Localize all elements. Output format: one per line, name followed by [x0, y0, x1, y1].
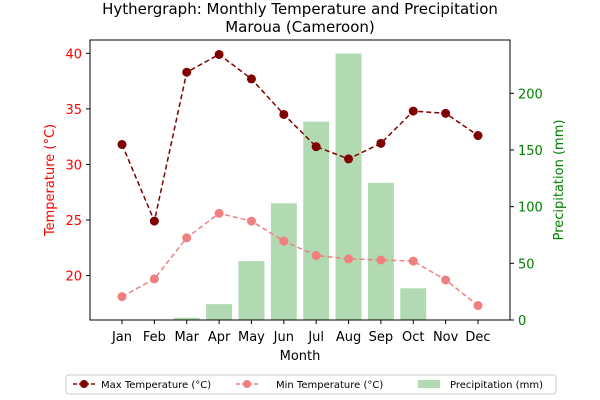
min-temp-point-feb	[149, 274, 159, 284]
chart-title-line1: Hythergraph: Monthly Temperature and Pre…	[102, 0, 498, 18]
precip-bar-apr	[206, 304, 233, 320]
legend-box	[65, 374, 557, 395]
min-temp-point-dec	[473, 301, 483, 311]
x-tick-label: Sep	[369, 330, 394, 345]
min-temp-point-oct	[408, 256, 418, 266]
left-axis-label: Temperature (°C)	[43, 124, 58, 237]
max-temp-point-apr	[214, 49, 224, 59]
precip-bar-jul	[303, 121, 330, 320]
legend-min-marker	[243, 380, 251, 388]
min-temp-point-may	[246, 216, 256, 226]
x-tick-label: Oct	[402, 330, 424, 345]
x-axis-label: Month	[280, 349, 321, 364]
right-axis-label: Precipitation (mm)	[552, 120, 567, 241]
right-axis-ticks: 0 50 100 150 200	[510, 87, 543, 329]
right-tick-label: 50	[518, 257, 535, 272]
max-temp-point-may	[246, 74, 256, 84]
x-tick-label: May	[238, 330, 265, 345]
left-tick-label: 35	[65, 103, 82, 118]
max-temp-point-dec	[473, 131, 483, 141]
chart-title-line2: Maroua (Cameroon)	[225, 18, 375, 36]
legend-max-marker	[80, 380, 88, 388]
x-tick-label: Mar	[174, 330, 199, 345]
min-temp-point-jun	[279, 236, 289, 246]
precip-bar-may	[238, 261, 265, 320]
right-tick-label: 0	[518, 314, 526, 329]
precip-bar-oct	[400, 288, 427, 320]
max-temp-point-aug	[344, 154, 354, 164]
max-temp-point-oct	[408, 106, 418, 116]
max-temp-point-sep	[376, 138, 386, 148]
max-temp-line	[121, 53, 479, 224]
left-tick-label: 25	[65, 214, 82, 229]
max-temp-point-mar	[182, 67, 192, 77]
x-tick-label: Jun	[273, 330, 294, 345]
left-tick-label: 20	[65, 270, 82, 285]
precip-bar-jun	[270, 203, 297, 320]
precip-bar-aug	[335, 53, 362, 320]
right-tick-label: 150	[518, 144, 543, 159]
max-temp-point-jun	[279, 109, 289, 119]
left-axis-ticks: 20 25 30 35 40	[65, 47, 90, 285]
max-temp-point-jan	[117, 139, 127, 149]
min-temp-line	[121, 212, 479, 307]
x-tick-label: Nov	[433, 330, 459, 345]
legend-max-label: Max Temperature (°C)	[101, 380, 211, 391]
legend: Max Temperature (°C) Min Temperature (°C…	[65, 374, 557, 395]
min-temp-point-nov	[441, 275, 451, 285]
right-tick-label: 100	[518, 201, 543, 216]
max-temp-point-nov	[441, 108, 451, 118]
precip-bar-mar	[173, 317, 200, 320]
x-tick-label: Apr	[208, 330, 231, 345]
left-tick-label: 40	[65, 47, 82, 62]
x-tick-label: Aug	[336, 330, 361, 345]
min-temp-point-jul	[311, 251, 321, 261]
right-tick-label: 200	[518, 87, 543, 102]
min-temp-point-aug	[344, 254, 354, 264]
legend-min-label: Min Temperature (°C)	[276, 380, 383, 391]
min-temp-point-sep	[376, 255, 386, 265]
max-temp-point-jul	[311, 142, 321, 152]
legend-precip-swatch	[418, 380, 440, 388]
max-temp-point-feb	[149, 216, 159, 226]
left-tick-label: 30	[65, 158, 82, 173]
min-temp-point-apr	[214, 208, 224, 218]
x-axis-ticks: Jan Feb Mar Apr May Jun Jul Aug Sep Oct Nov Dec	[111, 320, 491, 345]
x-tick-label: Feb	[143, 330, 166, 345]
min-temp-point-jan	[117, 292, 127, 302]
temperature-lines	[117, 49, 483, 311]
x-tick-label: Jul	[307, 330, 324, 345]
min-temp-point-mar	[182, 233, 192, 243]
legend-precip-label: Precipitation (mm)	[450, 380, 543, 391]
x-tick-label: Dec	[465, 330, 490, 345]
precip-bar-sep	[367, 182, 394, 320]
plot-frame	[89, 39, 511, 321]
precipitation-bars	[173, 53, 427, 320]
x-tick-label: Jan	[111, 330, 132, 345]
